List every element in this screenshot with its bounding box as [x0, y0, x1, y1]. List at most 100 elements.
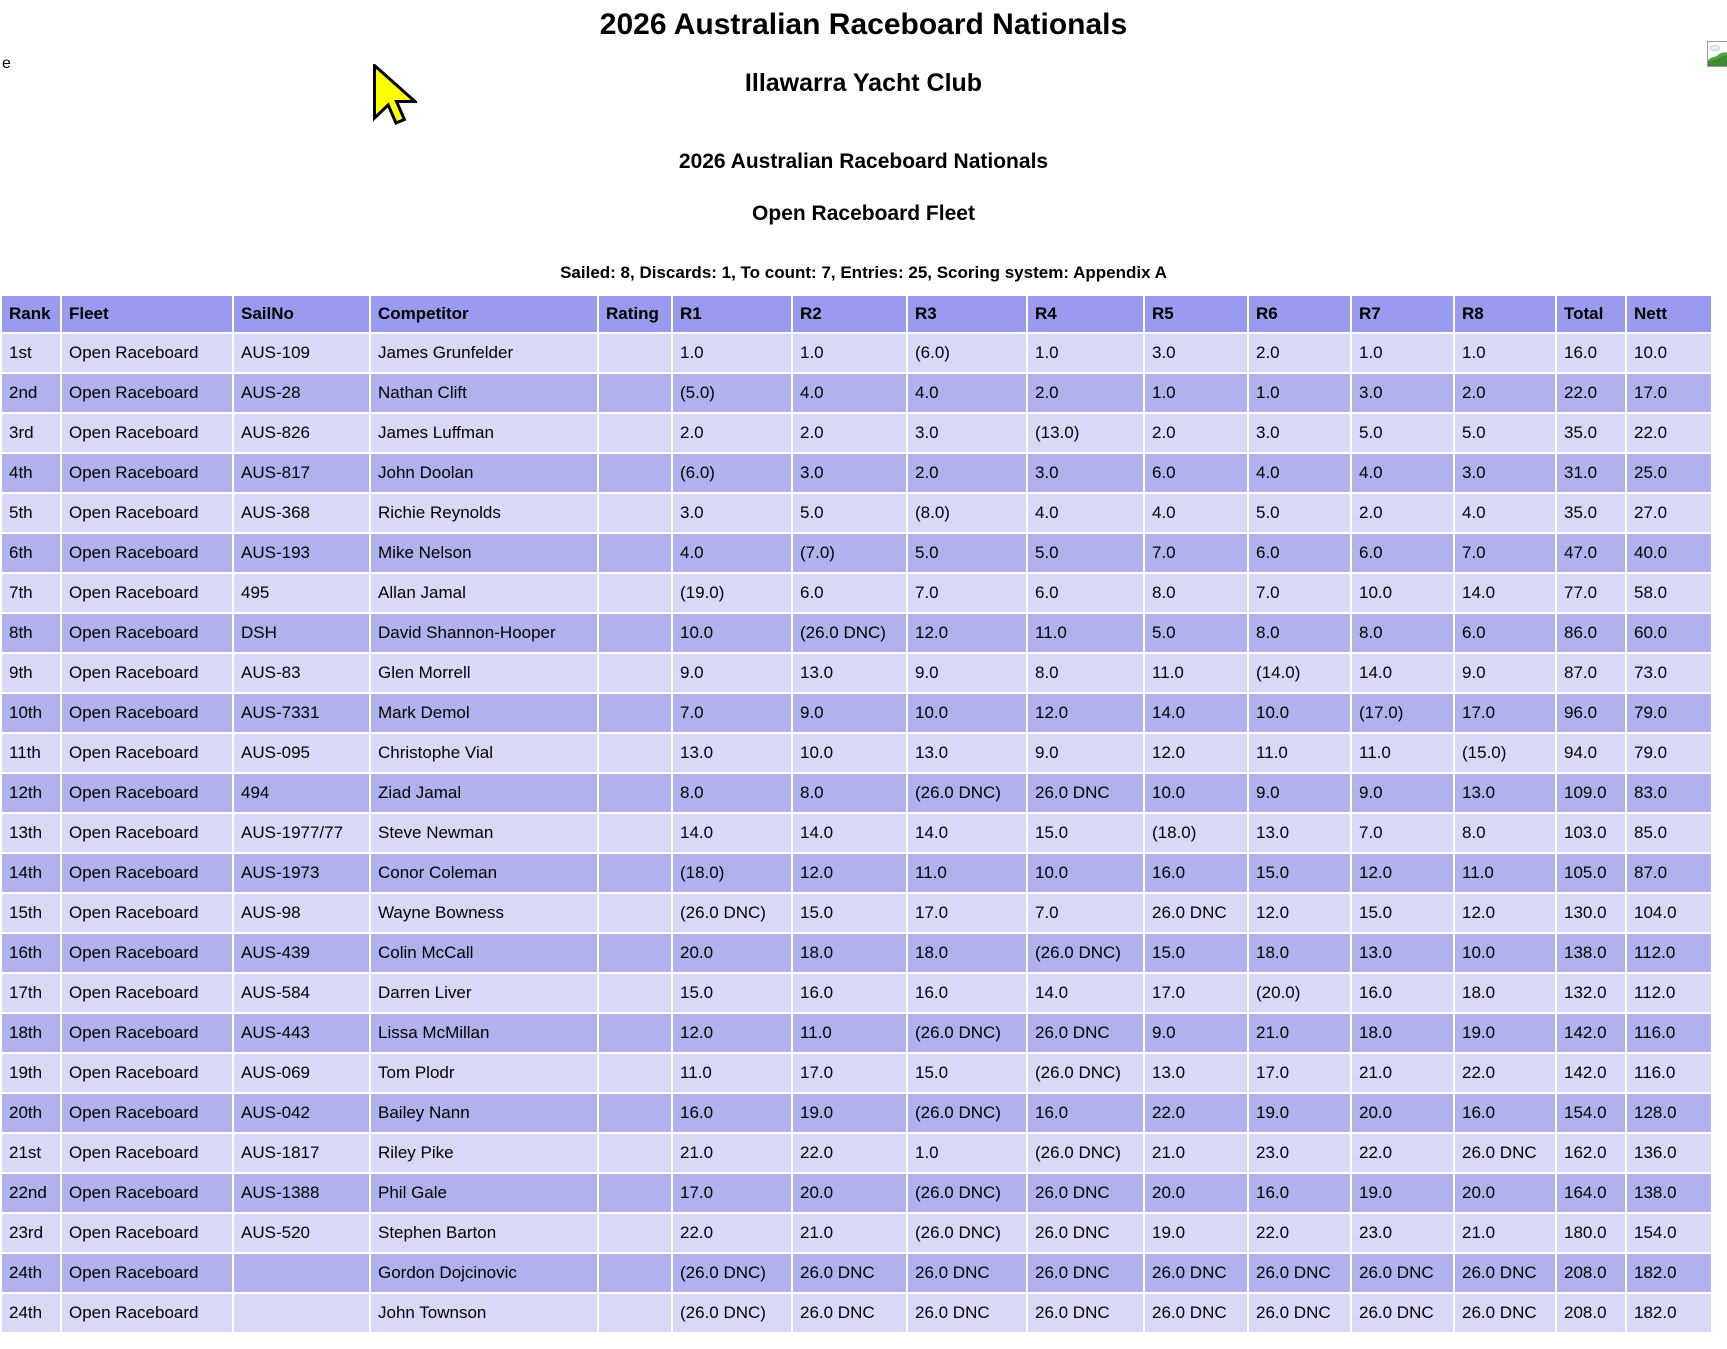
cell-r3: 1.0 [908, 1134, 1026, 1172]
stray-text: e [2, 55, 11, 73]
column-header-r4: R4 [1028, 296, 1143, 332]
cell-total: 180.0 [1557, 1214, 1625, 1252]
cell-r2: 15.0 [793, 894, 906, 932]
cell-r8: 19.0 [1455, 1014, 1555, 1052]
cell-r4: 4.0 [1028, 494, 1143, 532]
column-header-total: Total [1557, 296, 1625, 332]
cell-r3: 17.0 [908, 894, 1026, 932]
cell-r5: 16.0 [1145, 854, 1247, 892]
cell-rank: 11th [2, 734, 60, 772]
cell-r1: (26.0 DNC) [673, 894, 791, 932]
cell-r4: 2.0 [1028, 374, 1143, 412]
cell-competitor: Stephen Barton [371, 1214, 597, 1252]
cell-rank: 1st [2, 334, 60, 372]
cell-r4: 5.0 [1028, 534, 1143, 572]
cell-sailno: AUS-368 [234, 494, 369, 532]
cell-r3: 10.0 [908, 694, 1026, 732]
cell-r5: 26.0 DNC [1145, 1254, 1247, 1292]
cell-rank: 24th [2, 1254, 60, 1292]
cell-nett: 116.0 [1627, 1054, 1711, 1092]
cell-r6: 21.0 [1249, 1014, 1350, 1052]
cell-rank: 7th [2, 574, 60, 612]
cell-r7: 23.0 [1352, 1214, 1453, 1252]
page-header: 2026 Australian Raceboard Nationals Illa… [0, 8, 1727, 283]
cell-r8: 18.0 [1455, 974, 1555, 1012]
cell-nett: 40.0 [1627, 534, 1711, 572]
cell-fleet: Open Raceboard [62, 1254, 232, 1292]
cell-fleet: Open Raceboard [62, 1134, 232, 1172]
cell-r6: (20.0) [1249, 974, 1350, 1012]
cell-r7: 16.0 [1352, 974, 1453, 1012]
cell-r5: 3.0 [1145, 334, 1247, 372]
cell-fleet: Open Raceboard [62, 854, 232, 892]
cell-total: 132.0 [1557, 974, 1625, 1012]
cell-r7: 26.0 DNC [1352, 1294, 1453, 1332]
cell-nett: 10.0 [1627, 334, 1711, 372]
cell-r7: 8.0 [1352, 614, 1453, 652]
cell-rank: 4th [2, 454, 60, 492]
cell-r8: 20.0 [1455, 1174, 1555, 1212]
cell-rating [599, 654, 671, 692]
cell-competitor: Richie Reynolds [371, 494, 597, 532]
cell-r4: (26.0 DNC) [1028, 1054, 1143, 1092]
cell-sailno: AUS-520 [234, 1214, 369, 1252]
cell-rank: 8th [2, 614, 60, 652]
cell-r1: 4.0 [673, 534, 791, 572]
cell-fleet: Open Raceboard [62, 734, 232, 772]
cell-r4: 26.0 DNC [1028, 774, 1143, 812]
cell-r8: 2.0 [1455, 374, 1555, 412]
cell-r2: 22.0 [793, 1134, 906, 1172]
cell-r7: 21.0 [1352, 1054, 1453, 1092]
cell-r4: 1.0 [1028, 334, 1143, 372]
cell-sailno: AUS-443 [234, 1014, 369, 1052]
cell-competitor: Darren Liver [371, 974, 597, 1012]
cell-nett: 83.0 [1627, 774, 1711, 812]
cell-rating [599, 454, 671, 492]
cell-rating [599, 974, 671, 1012]
cell-r1: (26.0 DNC) [673, 1254, 791, 1292]
cell-competitor: James Grunfelder [371, 334, 597, 372]
cell-nett: 112.0 [1627, 974, 1711, 1012]
cell-r4: 26.0 DNC [1028, 1174, 1143, 1212]
cell-r8: 26.0 DNC [1455, 1134, 1555, 1172]
cell-rank: 3rd [2, 414, 60, 452]
cell-r3: (26.0 DNC) [908, 1174, 1026, 1212]
cell-r4: 26.0 DNC [1028, 1254, 1143, 1292]
cell-total: 35.0 [1557, 494, 1625, 532]
column-header-sailno: SailNo [234, 296, 369, 332]
column-header-r2: R2 [793, 296, 906, 332]
cell-r5: 19.0 [1145, 1214, 1247, 1252]
cell-rank: 18th [2, 1014, 60, 1052]
cell-total: 208.0 [1557, 1254, 1625, 1292]
cell-r5: 26.0 DNC [1145, 894, 1247, 932]
cell-r2: 10.0 [793, 734, 906, 772]
cell-sailno: AUS-1973 [234, 854, 369, 892]
cell-r3: 18.0 [908, 934, 1026, 972]
cell-r3: (26.0 DNC) [908, 774, 1026, 812]
cell-r8: 10.0 [1455, 934, 1555, 972]
cell-r2: 18.0 [793, 934, 906, 972]
cell-fleet: Open Raceboard [62, 414, 232, 452]
cell-r5: 7.0 [1145, 534, 1247, 572]
cell-r6: 11.0 [1249, 734, 1350, 772]
column-header-r6: R6 [1249, 296, 1350, 332]
cell-fleet: Open Raceboard [62, 574, 232, 612]
cell-r6: 8.0 [1249, 614, 1350, 652]
cell-r5: 17.0 [1145, 974, 1247, 1012]
cell-fleet: Open Raceboard [62, 1054, 232, 1092]
cell-r5: 22.0 [1145, 1094, 1247, 1132]
cell-sailno: AUS-83 [234, 654, 369, 692]
cell-total: 35.0 [1557, 414, 1625, 452]
cell-total: 105.0 [1557, 854, 1625, 892]
cell-r4: 10.0 [1028, 854, 1143, 892]
cell-r5: (18.0) [1145, 814, 1247, 852]
